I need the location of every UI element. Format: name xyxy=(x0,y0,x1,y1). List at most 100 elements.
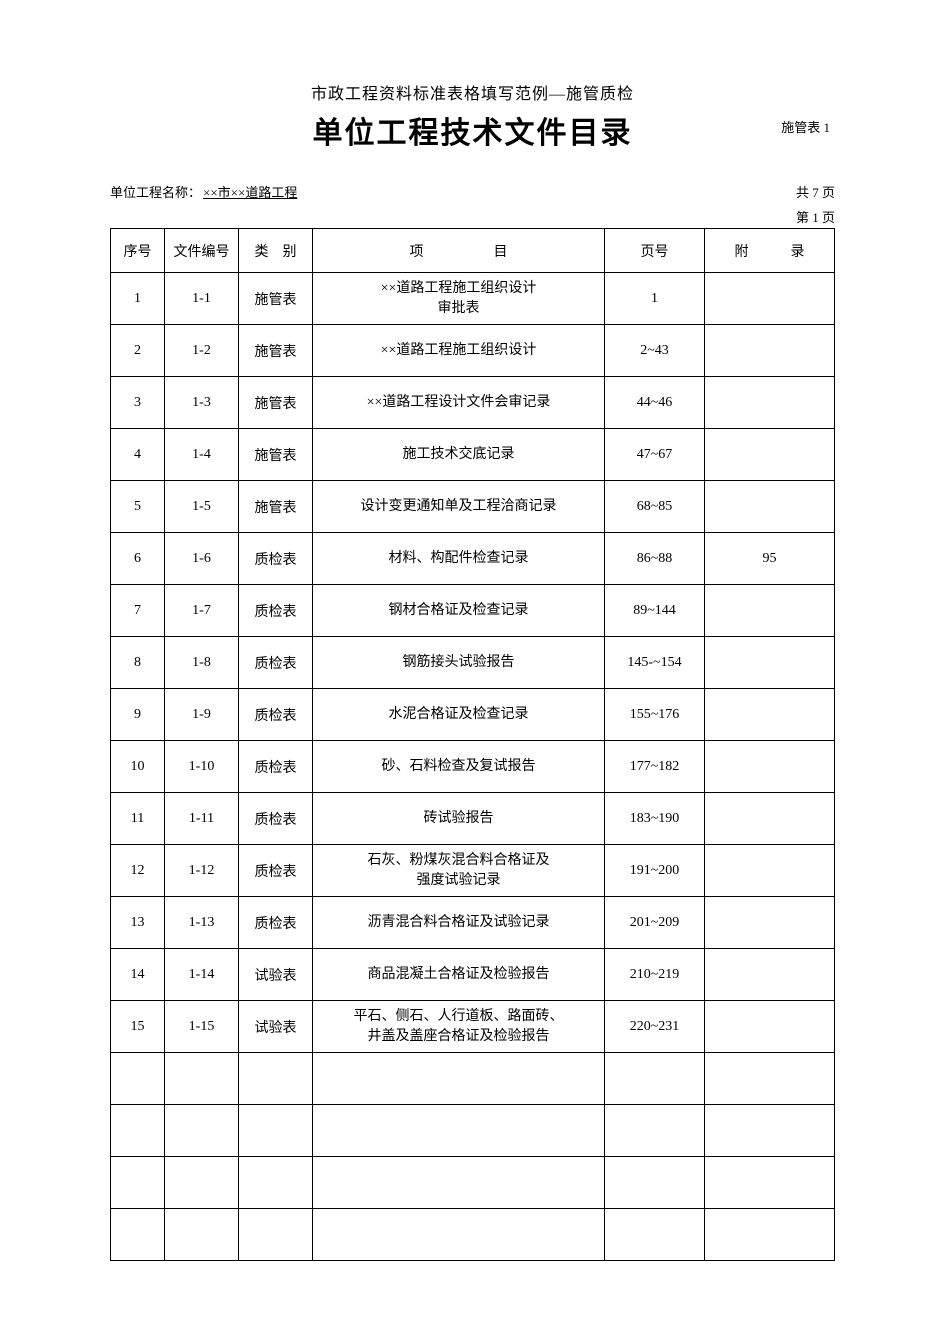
cell-pagenum: 210~219 xyxy=(605,949,705,1001)
table-row: 31-3施管表××道路工程设计文件会审记录44~46 xyxy=(111,377,835,429)
col-header-seq: 序号 xyxy=(111,229,165,273)
cell-seq: 5 xyxy=(111,481,165,533)
cell-pagenum: 155~176 xyxy=(605,689,705,741)
cell-appendix xyxy=(705,1001,835,1053)
cell-docnum: 1-14 xyxy=(165,949,239,1001)
cell-item: 石灰、粉煤灰混合料合格证及强度试验记录 xyxy=(313,845,605,897)
table-row: 81-8质检表钢筋接头试验报告145-~154 xyxy=(111,637,835,689)
cell-category: 质检表 xyxy=(239,897,313,949)
cell-seq: 4 xyxy=(111,429,165,481)
cell-seq: 15 xyxy=(111,1001,165,1053)
cell-pagenum xyxy=(605,1157,705,1209)
table-row xyxy=(111,1209,835,1261)
cell-seq: 1 xyxy=(111,273,165,325)
cell-category: 质检表 xyxy=(239,845,313,897)
cell-category xyxy=(239,1157,313,1209)
col-header-pagenum: 页号 xyxy=(605,229,705,273)
cell-item: 沥青混合料合格证及试验记录 xyxy=(313,897,605,949)
cell-category: 质检表 xyxy=(239,689,313,741)
table-row: 21-2施管表××道路工程施工组织设计2~43 xyxy=(111,325,835,377)
cell-pagenum: 44~46 xyxy=(605,377,705,429)
cell-item: 钢筋接头试验报告 xyxy=(313,637,605,689)
cell-appendix xyxy=(705,741,835,793)
total-pages: 共 7 页 xyxy=(796,182,835,201)
cell-appendix xyxy=(705,377,835,429)
project-name-label: 单位工程名称： xyxy=(110,185,201,200)
cell-pagenum: 177~182 xyxy=(605,741,705,793)
cell-docnum: 1-9 xyxy=(165,689,239,741)
cell-item: ××道路工程施工组织设计审批表 xyxy=(313,273,605,325)
cell-category xyxy=(239,1105,313,1157)
cell-item: ××道路工程施工组织设计 xyxy=(313,325,605,377)
cell-docnum xyxy=(165,1053,239,1105)
directory-table: 序号 文件编号 类 别 项 目 页号 附 录 11-1施管表××道路工程施工组织… xyxy=(110,228,835,1261)
cell-category: 质检表 xyxy=(239,637,313,689)
cell-docnum: 1-5 xyxy=(165,481,239,533)
col-header-appendix-left: 附 xyxy=(735,245,749,260)
cell-seq xyxy=(111,1209,165,1261)
cell-appendix xyxy=(705,689,835,741)
cell-seq xyxy=(111,1053,165,1105)
table-row: 101-10质检表砂、石料检查及复试报告177~182 xyxy=(111,741,835,793)
cell-docnum: 1-3 xyxy=(165,377,239,429)
cell-pagenum: 68~85 xyxy=(605,481,705,533)
cell-item: 平石、侧石、人行道板、路面砖、井盖及盖座合格证及检验报告 xyxy=(313,1001,605,1053)
cell-item: ××道路工程设计文件会审记录 xyxy=(313,377,605,429)
cell-appendix xyxy=(705,273,835,325)
cell-appendix xyxy=(705,1157,835,1209)
cell-category: 施管表 xyxy=(239,377,313,429)
cell-item: 材料、构配件检查记录 xyxy=(313,533,605,585)
cell-docnum: 1-8 xyxy=(165,637,239,689)
cell-item: 商品混凝土合格证及检验报告 xyxy=(313,949,605,1001)
cell-item xyxy=(313,1053,605,1105)
table-row: 111-11质检表砖试验报告183~190 xyxy=(111,793,835,845)
cell-seq xyxy=(111,1157,165,1209)
cell-seq: 7 xyxy=(111,585,165,637)
cell-pagenum: 201~209 xyxy=(605,897,705,949)
cell-category xyxy=(239,1053,313,1105)
project-name-wrapper: 单位工程名称：××市××道路工程 xyxy=(110,182,299,201)
cell-docnum: 1-6 xyxy=(165,533,239,585)
cell-appendix xyxy=(705,1209,835,1261)
col-header-item: 项 目 xyxy=(313,229,605,273)
cell-docnum: 1-2 xyxy=(165,325,239,377)
table-row: 151-15试验表平石、侧石、人行道板、路面砖、井盖及盖座合格证及检验报告220… xyxy=(111,1001,835,1053)
cell-seq: 3 xyxy=(111,377,165,429)
cell-category: 质检表 xyxy=(239,741,313,793)
cell-appendix xyxy=(705,429,835,481)
table-row: 141-14试验表商品混凝土合格证及检验报告210~219 xyxy=(111,949,835,1001)
cell-seq: 13 xyxy=(111,897,165,949)
form-label: 施管表 1 xyxy=(781,117,830,136)
cell-pagenum: 191~200 xyxy=(605,845,705,897)
table-row xyxy=(111,1157,835,1209)
table-row xyxy=(111,1053,835,1105)
cell-seq: 9 xyxy=(111,689,165,741)
cell-docnum: 1-12 xyxy=(165,845,239,897)
cell-item xyxy=(313,1157,605,1209)
cell-docnum: 1-4 xyxy=(165,429,239,481)
cell-seq: 11 xyxy=(111,793,165,845)
cell-pagenum: 220~231 xyxy=(605,1001,705,1053)
col-header-docnum: 文件编号 xyxy=(165,229,239,273)
cell-docnum: 1-13 xyxy=(165,897,239,949)
cell-category: 试验表 xyxy=(239,1001,313,1053)
cell-appendix: 95 xyxy=(705,533,835,585)
cell-appendix xyxy=(705,949,835,1001)
cell-appendix xyxy=(705,585,835,637)
cell-pagenum xyxy=(605,1209,705,1261)
info-row: 单位工程名称：××市××道路工程 共 7 页 xyxy=(110,182,835,201)
cell-docnum xyxy=(165,1105,239,1157)
table-row: 91-9质检表水泥合格证及检查记录155~176 xyxy=(111,689,835,741)
cell-docnum: 1-11 xyxy=(165,793,239,845)
cell-category xyxy=(239,1209,313,1261)
cell-pagenum: 145-~154 xyxy=(605,637,705,689)
cell-item: 施工技术交底记录 xyxy=(313,429,605,481)
cell-category: 质检表 xyxy=(239,533,313,585)
cell-category: 施管表 xyxy=(239,429,313,481)
cell-item xyxy=(313,1105,605,1157)
col-header-category: 类 别 xyxy=(239,229,313,273)
cell-item: 钢材合格证及检查记录 xyxy=(313,585,605,637)
col-header-appendix: 附 录 xyxy=(705,229,835,273)
cell-appendix xyxy=(705,325,835,377)
cell-docnum: 1-7 xyxy=(165,585,239,637)
